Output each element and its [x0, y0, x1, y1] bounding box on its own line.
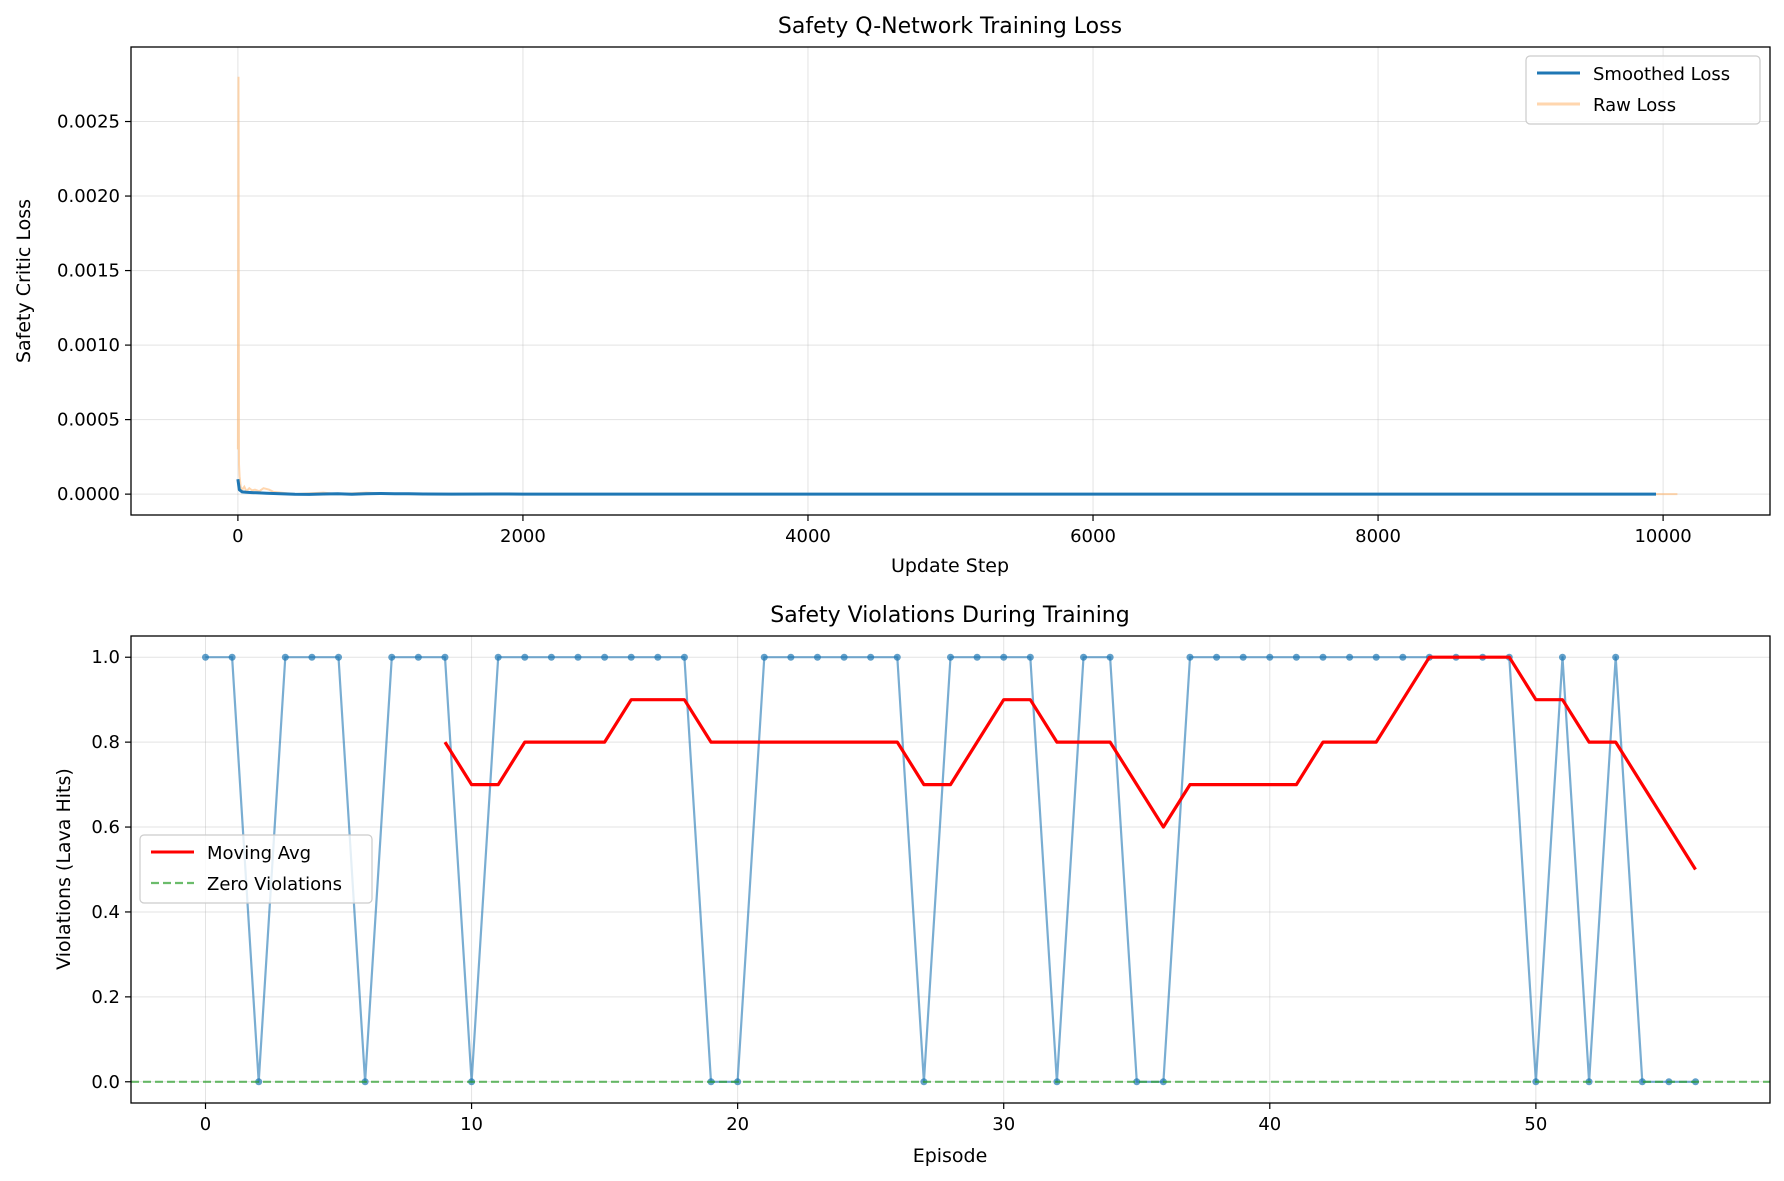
moving-avg-line [443, 655, 1697, 871]
x-tick-label: 10000 [1634, 526, 1691, 547]
y-tick-label: 0.2 [91, 987, 120, 1008]
x-tick-label: 0 [232, 526, 243, 547]
y-tick-label: 0.0 [91, 1072, 120, 1093]
violation-point [680, 653, 688, 661]
violation-point [627, 653, 635, 661]
violations-series [131, 653, 1770, 1086]
violation-point [388, 653, 396, 661]
violations-legend-box [139, 834, 373, 904]
violation-point [601, 653, 609, 661]
y-tick-label: 0.0000 [57, 484, 120, 505]
loss-chart-title: Safety Q-Network Training Loss [778, 14, 1122, 39]
violations-y-axis-label: Violations (Lava Hits) [53, 768, 75, 970]
x-tick-label: 4000 [785, 526, 831, 547]
violation-point [787, 653, 795, 661]
violation-point [308, 653, 316, 661]
legend-label-smoothed-loss: Smoothed Loss [1593, 64, 1730, 85]
loss-axes-frame [130, 46, 1771, 516]
violation-point [1399, 653, 1407, 661]
x-tick-label: 30 [992, 1114, 1015, 1135]
loss-legend-box [1525, 55, 1761, 125]
violation-point [1106, 653, 1114, 661]
x-tick-label: 0 [200, 1114, 211, 1135]
violation-point [228, 653, 236, 661]
violation-point [973, 653, 981, 661]
y-tick-label: 0.0010 [57, 335, 120, 356]
violation-point [1213, 653, 1221, 661]
violation-point [1186, 653, 1194, 661]
violation-point [574, 653, 582, 661]
loss-ticks: 0 2000 4000 6000 8000 10000 0.0000 0.0005 0.0010… [57, 112, 1692, 547]
violations-axes-frame [130, 635, 1771, 1104]
violation-point [1133, 1078, 1141, 1086]
violation-point [760, 653, 768, 661]
violation-point [281, 653, 289, 661]
violation-point [441, 653, 449, 661]
violations-chart-title: Safety Violations During Training [770, 603, 1129, 628]
violations-legend: Moving Avg Zero Violations [139, 834, 373, 904]
x-tick-label: 40 [1258, 1114, 1281, 1135]
y-tick-label: 0.6 [91, 817, 120, 838]
violation-point [1080, 653, 1088, 661]
x-tick-label: 6000 [1070, 526, 1116, 547]
x-tick-label: 8000 [1355, 526, 1401, 547]
violation-point [521, 653, 529, 661]
violation-point [813, 653, 821, 661]
x-tick-label: 50 [1524, 1114, 1547, 1135]
violation-point [1372, 653, 1380, 661]
y-tick-label: 0.0025 [57, 112, 120, 133]
x-tick-label: 10 [460, 1114, 483, 1135]
x-tick-label: 20 [726, 1114, 749, 1135]
violation-point [547, 653, 555, 661]
loss-subplot: 0 2000 4000 6000 8000 10000 0.0000 0.0005 0.0010… [13, 14, 1771, 577]
violation-point [414, 653, 422, 661]
loss-y-axis-label: Safety Critic Loss [13, 199, 35, 363]
y-tick-label: 0.8 [91, 732, 120, 753]
x-tick-label: 2000 [500, 526, 546, 547]
violation-point [1239, 653, 1247, 661]
violation-point [1292, 653, 1300, 661]
legend-label-moving-avg: Moving Avg [207, 843, 311, 864]
y-tick-label: 1.0 [91, 647, 120, 668]
loss-x-axis-label: Update Step [891, 555, 1009, 577]
y-tick-label: 0.0020 [57, 186, 120, 207]
violation-point [494, 653, 502, 661]
violation-point [1638, 1078, 1646, 1086]
violation-point [840, 653, 848, 661]
violation-point [202, 653, 209, 661]
loss-legend: Smoothed Loss Raw Loss [1525, 55, 1761, 125]
legend-label-raw-loss: Raw Loss [1593, 95, 1676, 116]
loss-series [236, 76, 1678, 496]
smoothed-loss-line [236, 479, 1656, 496]
y-tick-label: 0.4 [91, 902, 120, 923]
violation-point [1000, 653, 1008, 661]
violation-point [1319, 653, 1327, 661]
violations-ticks: 0 10 20 30 40 50 0.0 0.2 0.4 0.6 0.8 1.0 [91, 647, 1547, 1135]
violation-point [335, 653, 343, 661]
violation-point [893, 653, 901, 661]
violations-x-axis-label: Episode [913, 1145, 988, 1167]
violation-point [1266, 653, 1274, 661]
violation-point [867, 653, 875, 661]
violations-subplot: 0 10 20 30 40 50 0.0 0.2 0.4 0.6 0.8 1.0 Safety Vio… [53, 603, 1771, 1167]
y-tick-label: 0.0005 [57, 410, 120, 431]
violation-point [1346, 653, 1354, 661]
violation-point [947, 653, 954, 661]
violation-point [1026, 653, 1034, 661]
legend-label-zero-violations: Zero Violations [207, 874, 342, 895]
violation-point [1558, 653, 1566, 661]
violation-point [654, 653, 662, 661]
violation-point [1612, 653, 1620, 661]
y-tick-label: 0.0015 [57, 261, 120, 282]
